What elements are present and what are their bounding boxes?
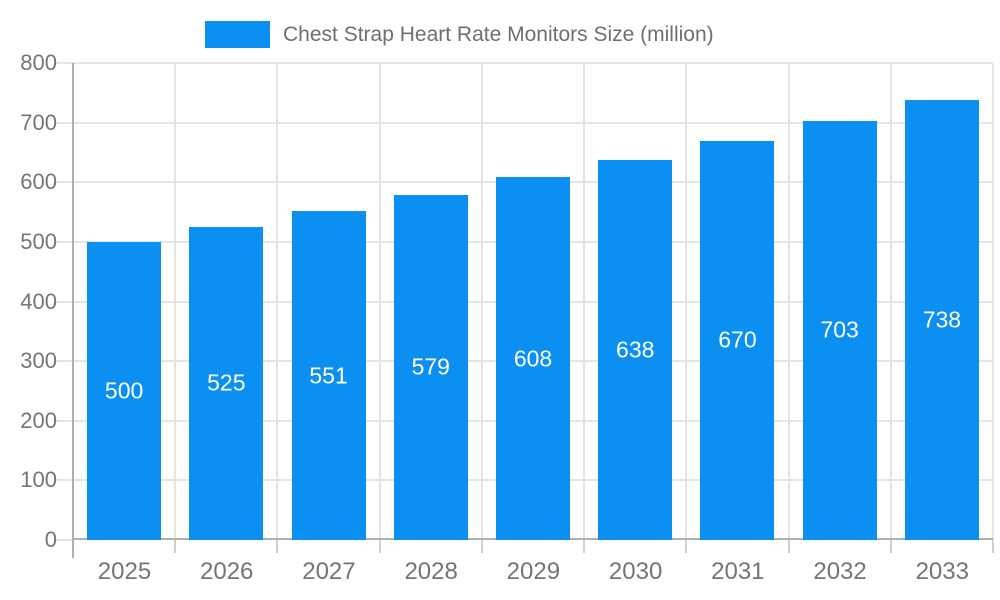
v-gridline xyxy=(889,63,892,540)
x-tick-mark xyxy=(685,540,688,553)
legend-label: Chest Strap Heart Rate Monitors Size (mi… xyxy=(283,22,714,46)
bar: 500 xyxy=(87,241,162,540)
v-gridline xyxy=(174,63,177,540)
bar: 579 xyxy=(393,194,468,540)
x-tick-mark xyxy=(787,540,790,553)
x-axis-tick-label: 2028 xyxy=(404,558,458,585)
y-tick-mark xyxy=(55,419,73,422)
v-gridline xyxy=(787,63,790,540)
y-tick-mark xyxy=(55,62,73,64)
h-gridline xyxy=(73,62,993,64)
bar-value-label: 608 xyxy=(513,345,553,372)
x-tick-mark xyxy=(174,540,177,553)
x-axis-tick-label: 2031 xyxy=(711,558,765,585)
y-tick-mark xyxy=(55,300,73,303)
bar: 525 xyxy=(189,226,264,540)
x-axis-tick-label: 2032 xyxy=(813,558,867,585)
bar-value-label: 738 xyxy=(922,306,962,333)
y-axis-tick-label: 600 xyxy=(20,169,57,195)
x-axis-tick-label: 2026 xyxy=(200,558,254,585)
y-axis-tick-label: 200 xyxy=(20,407,57,433)
y-axis-tick-label: 800 xyxy=(20,50,57,75)
y-axis-tick-label: 300 xyxy=(20,348,57,374)
x-axis-tick-label: 2029 xyxy=(506,558,561,585)
x-tick-mark xyxy=(889,540,892,553)
chart-legend: Chest Strap Heart Rate Monitors Size (mi… xyxy=(205,21,714,48)
y-axis-tick-label: 0 xyxy=(44,527,57,552)
x-tick-mark xyxy=(480,540,483,553)
plot-area: 500 525 551 579 608 638 670 703 738 xyxy=(73,62,994,540)
y-axis-tick-label: 100 xyxy=(20,467,57,493)
bar: 670 xyxy=(700,140,775,540)
v-gridline xyxy=(992,63,994,540)
y-axis-tick-label: 400 xyxy=(20,288,57,314)
v-gridline xyxy=(480,63,483,540)
x-tick-mark xyxy=(992,540,994,553)
y-tick-mark xyxy=(55,181,73,184)
h-gridline xyxy=(73,121,993,124)
v-gridline xyxy=(276,63,279,540)
bar-value-label: 638 xyxy=(616,336,655,363)
x-axis-tick-label: 2027 xyxy=(302,558,356,585)
v-gridline xyxy=(378,63,381,540)
bar-value-label: 500 xyxy=(104,377,144,404)
bar: 608 xyxy=(496,177,570,540)
x-axis-tick-label: 2025 xyxy=(97,558,152,585)
y-axis-tick-label: 700 xyxy=(20,109,57,135)
y-tick-mark xyxy=(55,240,73,243)
y-tick-mark xyxy=(55,121,73,124)
bar-value-label: 670 xyxy=(718,326,757,353)
v-gridline xyxy=(685,63,688,540)
x-axis-tick-label: 2033 xyxy=(915,558,969,585)
y-tick-mark xyxy=(55,479,73,482)
y-axis-line xyxy=(72,63,74,558)
legend-swatch xyxy=(205,21,270,48)
bar-value-label: 551 xyxy=(309,362,348,389)
x-tick-mark xyxy=(583,540,586,553)
bar: 551 xyxy=(291,211,366,540)
bar: 638 xyxy=(598,159,673,540)
bar-value-label: 525 xyxy=(207,369,246,396)
x-tick-mark xyxy=(378,540,381,553)
bar: 703 xyxy=(802,120,877,540)
v-gridline xyxy=(583,63,586,540)
bar: 738 xyxy=(904,99,979,540)
y-axis-tick-label: 500 xyxy=(20,228,57,254)
bar-value-label: 703 xyxy=(820,316,859,343)
x-axis-tick-label: 2030 xyxy=(608,558,663,585)
bar-value-label: 579 xyxy=(411,353,450,380)
y-tick-mark xyxy=(55,360,73,363)
y-tick-mark xyxy=(55,539,73,541)
x-tick-mark xyxy=(276,540,279,553)
